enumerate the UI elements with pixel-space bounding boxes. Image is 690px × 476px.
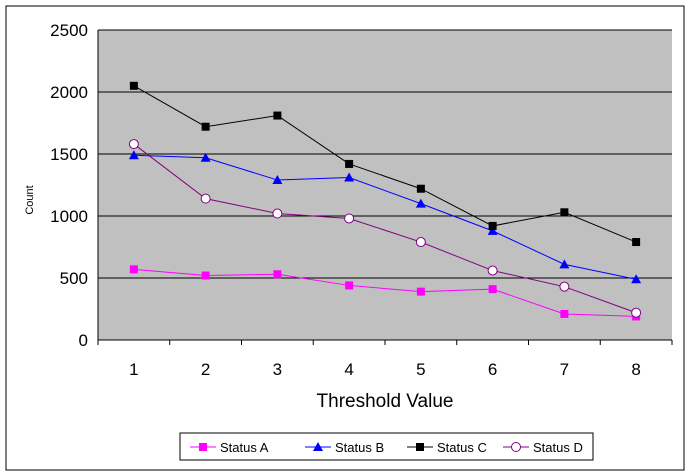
data-point-status-a (488, 285, 497, 294)
x-tick-label: 8 (631, 360, 640, 379)
x-tick-label: 4 (344, 360, 353, 379)
data-point-status-a (273, 270, 282, 279)
legend-label: Status C (437, 440, 487, 455)
y-tick-label: 2000 (50, 83, 88, 102)
x-tick-label: 1 (129, 360, 138, 379)
data-point-status-d (487, 265, 498, 276)
x-tick-label: 3 (273, 360, 282, 379)
plot-area (98, 30, 672, 340)
data-point-status-c (345, 159, 354, 168)
y-tick-label: 2500 (50, 21, 88, 40)
data-point-status-b (128, 150, 139, 160)
data-point-status-d (415, 237, 426, 248)
series-status-a (129, 265, 641, 321)
data-point-status-b (415, 198, 426, 208)
legend-marker (199, 443, 207, 451)
data-point-status-b (272, 175, 283, 185)
data-point-status-d (200, 193, 211, 204)
data-point-status-c (632, 238, 641, 247)
data-point-status-d (344, 213, 355, 224)
data-point-status-a (560, 309, 569, 318)
legend-item-status-a: Status A (190, 440, 269, 455)
y-tick-label: 1000 (50, 207, 88, 226)
data-point-status-c (488, 221, 497, 230)
series-status-c (129, 81, 641, 247)
x-tick-label: 2 (201, 360, 210, 379)
data-point-status-d (559, 281, 570, 292)
data-point-status-a (129, 265, 138, 274)
data-point-status-d (631, 307, 642, 318)
data-point-status-b (200, 152, 211, 162)
data-point-status-c (560, 208, 569, 217)
legend-item-status-b: Status B (305, 440, 384, 455)
gridlines (98, 29, 672, 279)
data-point-status-a (416, 287, 425, 296)
data-point-status-c (129, 81, 138, 90)
series-line-status-a (133, 268, 637, 317)
legend-marker (416, 443, 424, 451)
series-line-status-b (133, 154, 637, 280)
data-point-status-d (272, 208, 283, 219)
x-tick-label: 6 (488, 360, 497, 379)
data-point-status-a (345, 281, 354, 290)
series-line-status-d (133, 143, 637, 314)
y-axis-title: Count (24, 185, 36, 214)
legend-label: Status A (220, 440, 269, 455)
data-point-status-b (631, 274, 642, 284)
x-axis-title: Threshold Value (317, 391, 454, 412)
series-status-d (128, 139, 642, 318)
data-point-status-b (344, 172, 355, 182)
data-point-status-c (273, 111, 282, 120)
data-point-status-c (201, 122, 210, 131)
legend-label: Status D (533, 440, 583, 455)
y-tick-label: 500 (60, 269, 88, 288)
data-point-status-a (201, 271, 210, 280)
series-line-status-c (133, 85, 637, 243)
y-tick-label: 1500 (50, 145, 88, 164)
data-point-status-b (487, 225, 498, 235)
legend-marker (313, 442, 323, 451)
legend-marker (511, 442, 521, 452)
x-tick-label: 7 (560, 360, 569, 379)
legend-item-status-c: Status C (407, 440, 487, 455)
data-point-status-d (128, 139, 139, 150)
y-tick-label: 0 (79, 331, 88, 350)
legend-label: Status B (335, 440, 384, 455)
legend: Status A Status B Status C Status D (190, 440, 583, 455)
legend-item-status-d: Status D (503, 440, 583, 455)
series-status-b (128, 150, 642, 284)
data-point-status-c (416, 184, 425, 193)
axes: 0 500 1000 1500 2000 2500 1 2 3 4 5 6 7 8 (50, 21, 673, 379)
series-layer (128, 81, 642, 321)
data-point-status-b (559, 259, 570, 269)
x-tick-label: 5 (416, 360, 425, 379)
